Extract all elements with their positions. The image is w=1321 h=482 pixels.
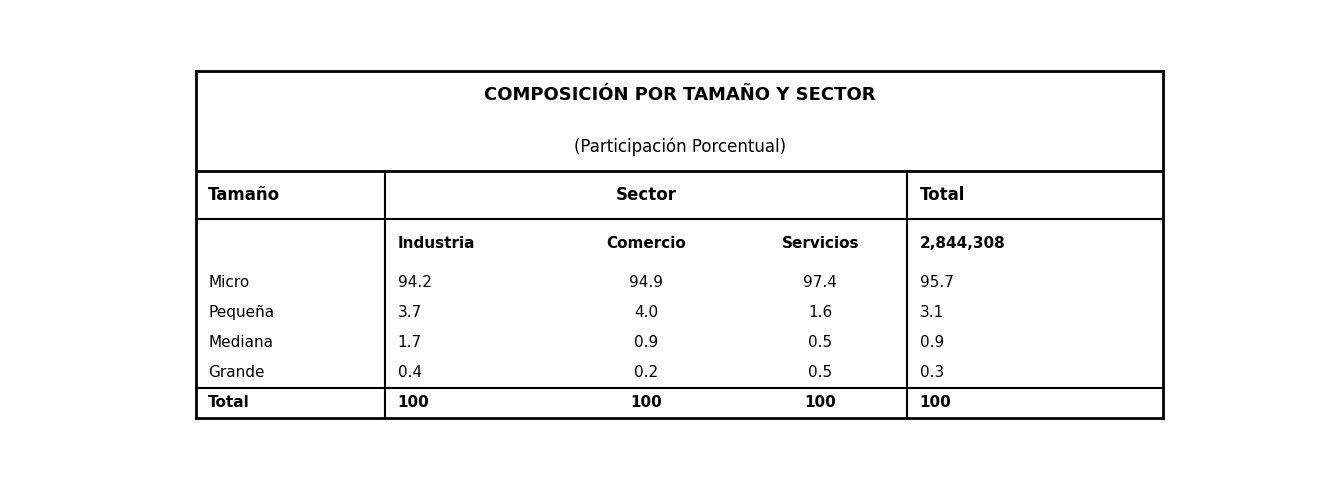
Text: 100: 100: [804, 395, 836, 410]
Text: Total: Total: [919, 186, 966, 204]
Text: Grande: Grande: [209, 365, 264, 380]
Text: 100: 100: [919, 395, 951, 410]
Text: Comercio: Comercio: [606, 236, 686, 251]
Text: 2,844,308: 2,844,308: [919, 236, 1005, 251]
Text: 94.2: 94.2: [398, 275, 432, 290]
Text: Total: Total: [209, 395, 250, 410]
Text: Pequeña: Pequeña: [209, 305, 275, 320]
Text: 0.9: 0.9: [634, 335, 658, 350]
Text: 97.4: 97.4: [803, 275, 838, 290]
Text: 0.3: 0.3: [919, 365, 945, 380]
Text: 0.2: 0.2: [634, 365, 658, 380]
Text: 1.6: 1.6: [808, 305, 832, 320]
Text: Industria: Industria: [398, 236, 476, 251]
Text: 3.7: 3.7: [398, 305, 421, 320]
Text: 0.4: 0.4: [398, 365, 421, 380]
Text: COMPOSICIÓN POR TAMAÑO Y SECTOR: COMPOSICIÓN POR TAMAÑO Y SECTOR: [483, 86, 876, 104]
Text: 94.9: 94.9: [629, 275, 663, 290]
Text: 4.0: 4.0: [634, 305, 658, 320]
Text: 100: 100: [398, 395, 429, 410]
Text: 0.5: 0.5: [808, 365, 832, 380]
Text: (Participación Porcentual): (Participación Porcentual): [573, 138, 786, 156]
Text: 0.5: 0.5: [808, 335, 832, 350]
Text: Tamaño: Tamaño: [209, 186, 280, 204]
Text: 1.7: 1.7: [398, 335, 421, 350]
Text: Mediana: Mediana: [209, 335, 273, 350]
Text: Servicios: Servicios: [782, 236, 859, 251]
Text: 100: 100: [630, 395, 662, 410]
Text: 0.9: 0.9: [919, 335, 945, 350]
Text: Sector: Sector: [616, 186, 676, 204]
Text: 95.7: 95.7: [919, 275, 954, 290]
Text: Micro: Micro: [209, 275, 250, 290]
Text: 3.1: 3.1: [919, 305, 945, 320]
